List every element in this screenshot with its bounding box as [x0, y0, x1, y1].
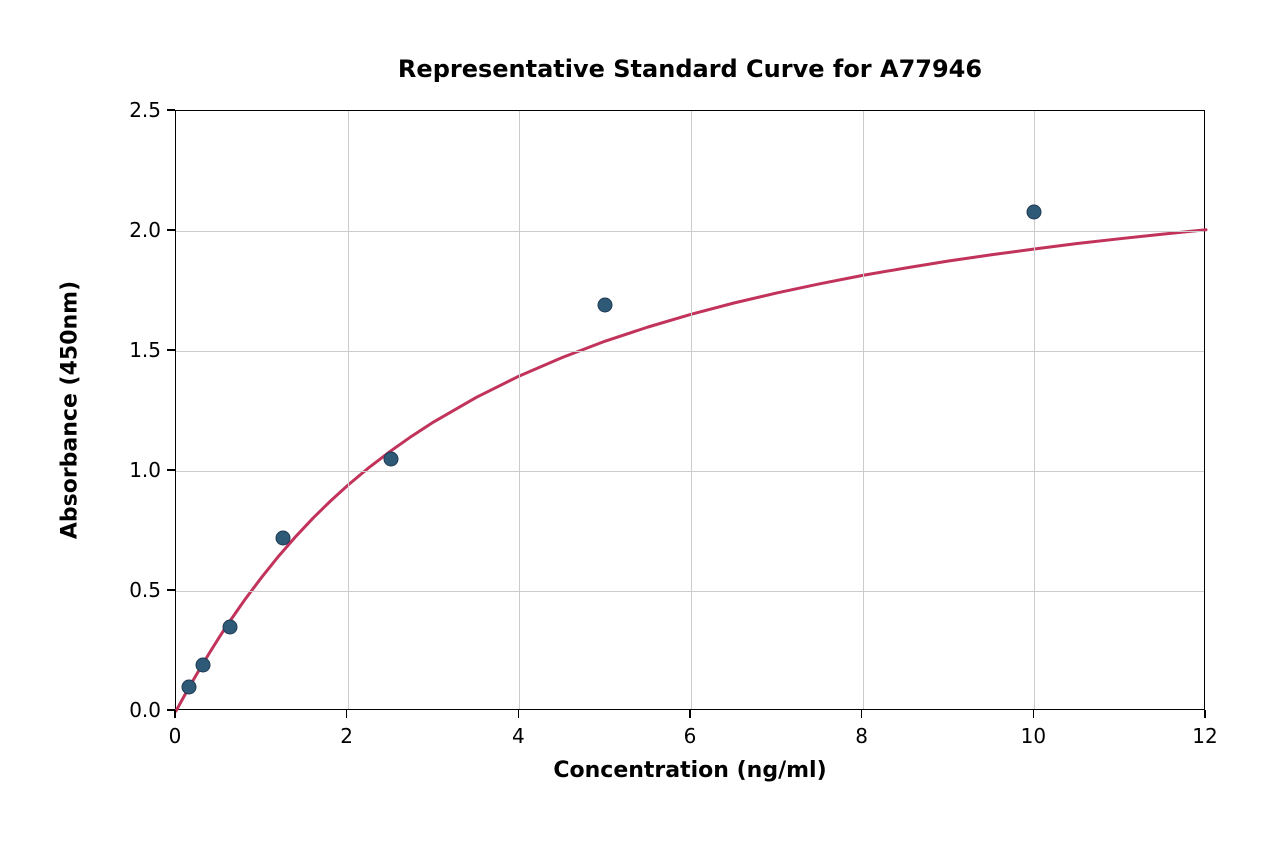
data-point [383, 452, 398, 467]
y-tick [167, 349, 175, 351]
plot-area [175, 110, 1205, 710]
y-tick [167, 229, 175, 231]
y-tick-label: 1.0 [125, 458, 161, 482]
y-tick [167, 469, 175, 471]
data-point [276, 531, 291, 546]
y-tick-label: 0.5 [125, 578, 161, 602]
x-tick [518, 710, 520, 718]
data-point [182, 680, 197, 695]
x-tick [346, 710, 348, 718]
x-tick-label: 10 [1021, 724, 1046, 748]
data-point [598, 298, 613, 313]
grid-line-h [176, 471, 1204, 472]
x-tick [174, 710, 176, 718]
grid-line-v [1034, 111, 1035, 709]
grid-line-v [348, 111, 349, 709]
y-tick-label: 2.0 [125, 218, 161, 242]
x-axis-label: Concentration (ng/ml) [553, 758, 826, 783]
grid-line-h [176, 231, 1204, 232]
chart-container: Representative Standard Curve for A77946… [0, 0, 1280, 845]
y-tick [167, 709, 175, 711]
data-point [1027, 204, 1042, 219]
y-tick-label: 0.0 [125, 698, 161, 722]
grid-line-h [176, 591, 1204, 592]
grid-line-v [691, 111, 692, 709]
grid-line-v [519, 111, 520, 709]
y-tick [167, 589, 175, 591]
x-tick [689, 710, 691, 718]
y-tick [167, 109, 175, 111]
x-tick-label: 0 [169, 724, 182, 748]
y-axis-label: Absorbance (450nm) [58, 281, 83, 539]
y-tick-label: 2.5 [125, 98, 161, 122]
data-point [195, 658, 210, 673]
x-tick-label: 12 [1192, 724, 1217, 748]
x-tick [1204, 710, 1206, 718]
data-point [222, 620, 237, 635]
x-tick-label: 8 [855, 724, 868, 748]
x-tick [1033, 710, 1035, 718]
grid-line-v [863, 111, 864, 709]
chart-title: Representative Standard Curve for A77946 [398, 55, 982, 83]
x-tick-label: 4 [512, 724, 525, 748]
x-tick [861, 710, 863, 718]
grid-line-h [176, 351, 1204, 352]
x-tick-label: 2 [340, 724, 353, 748]
x-tick-label: 6 [684, 724, 697, 748]
y-tick-label: 1.5 [125, 338, 161, 362]
